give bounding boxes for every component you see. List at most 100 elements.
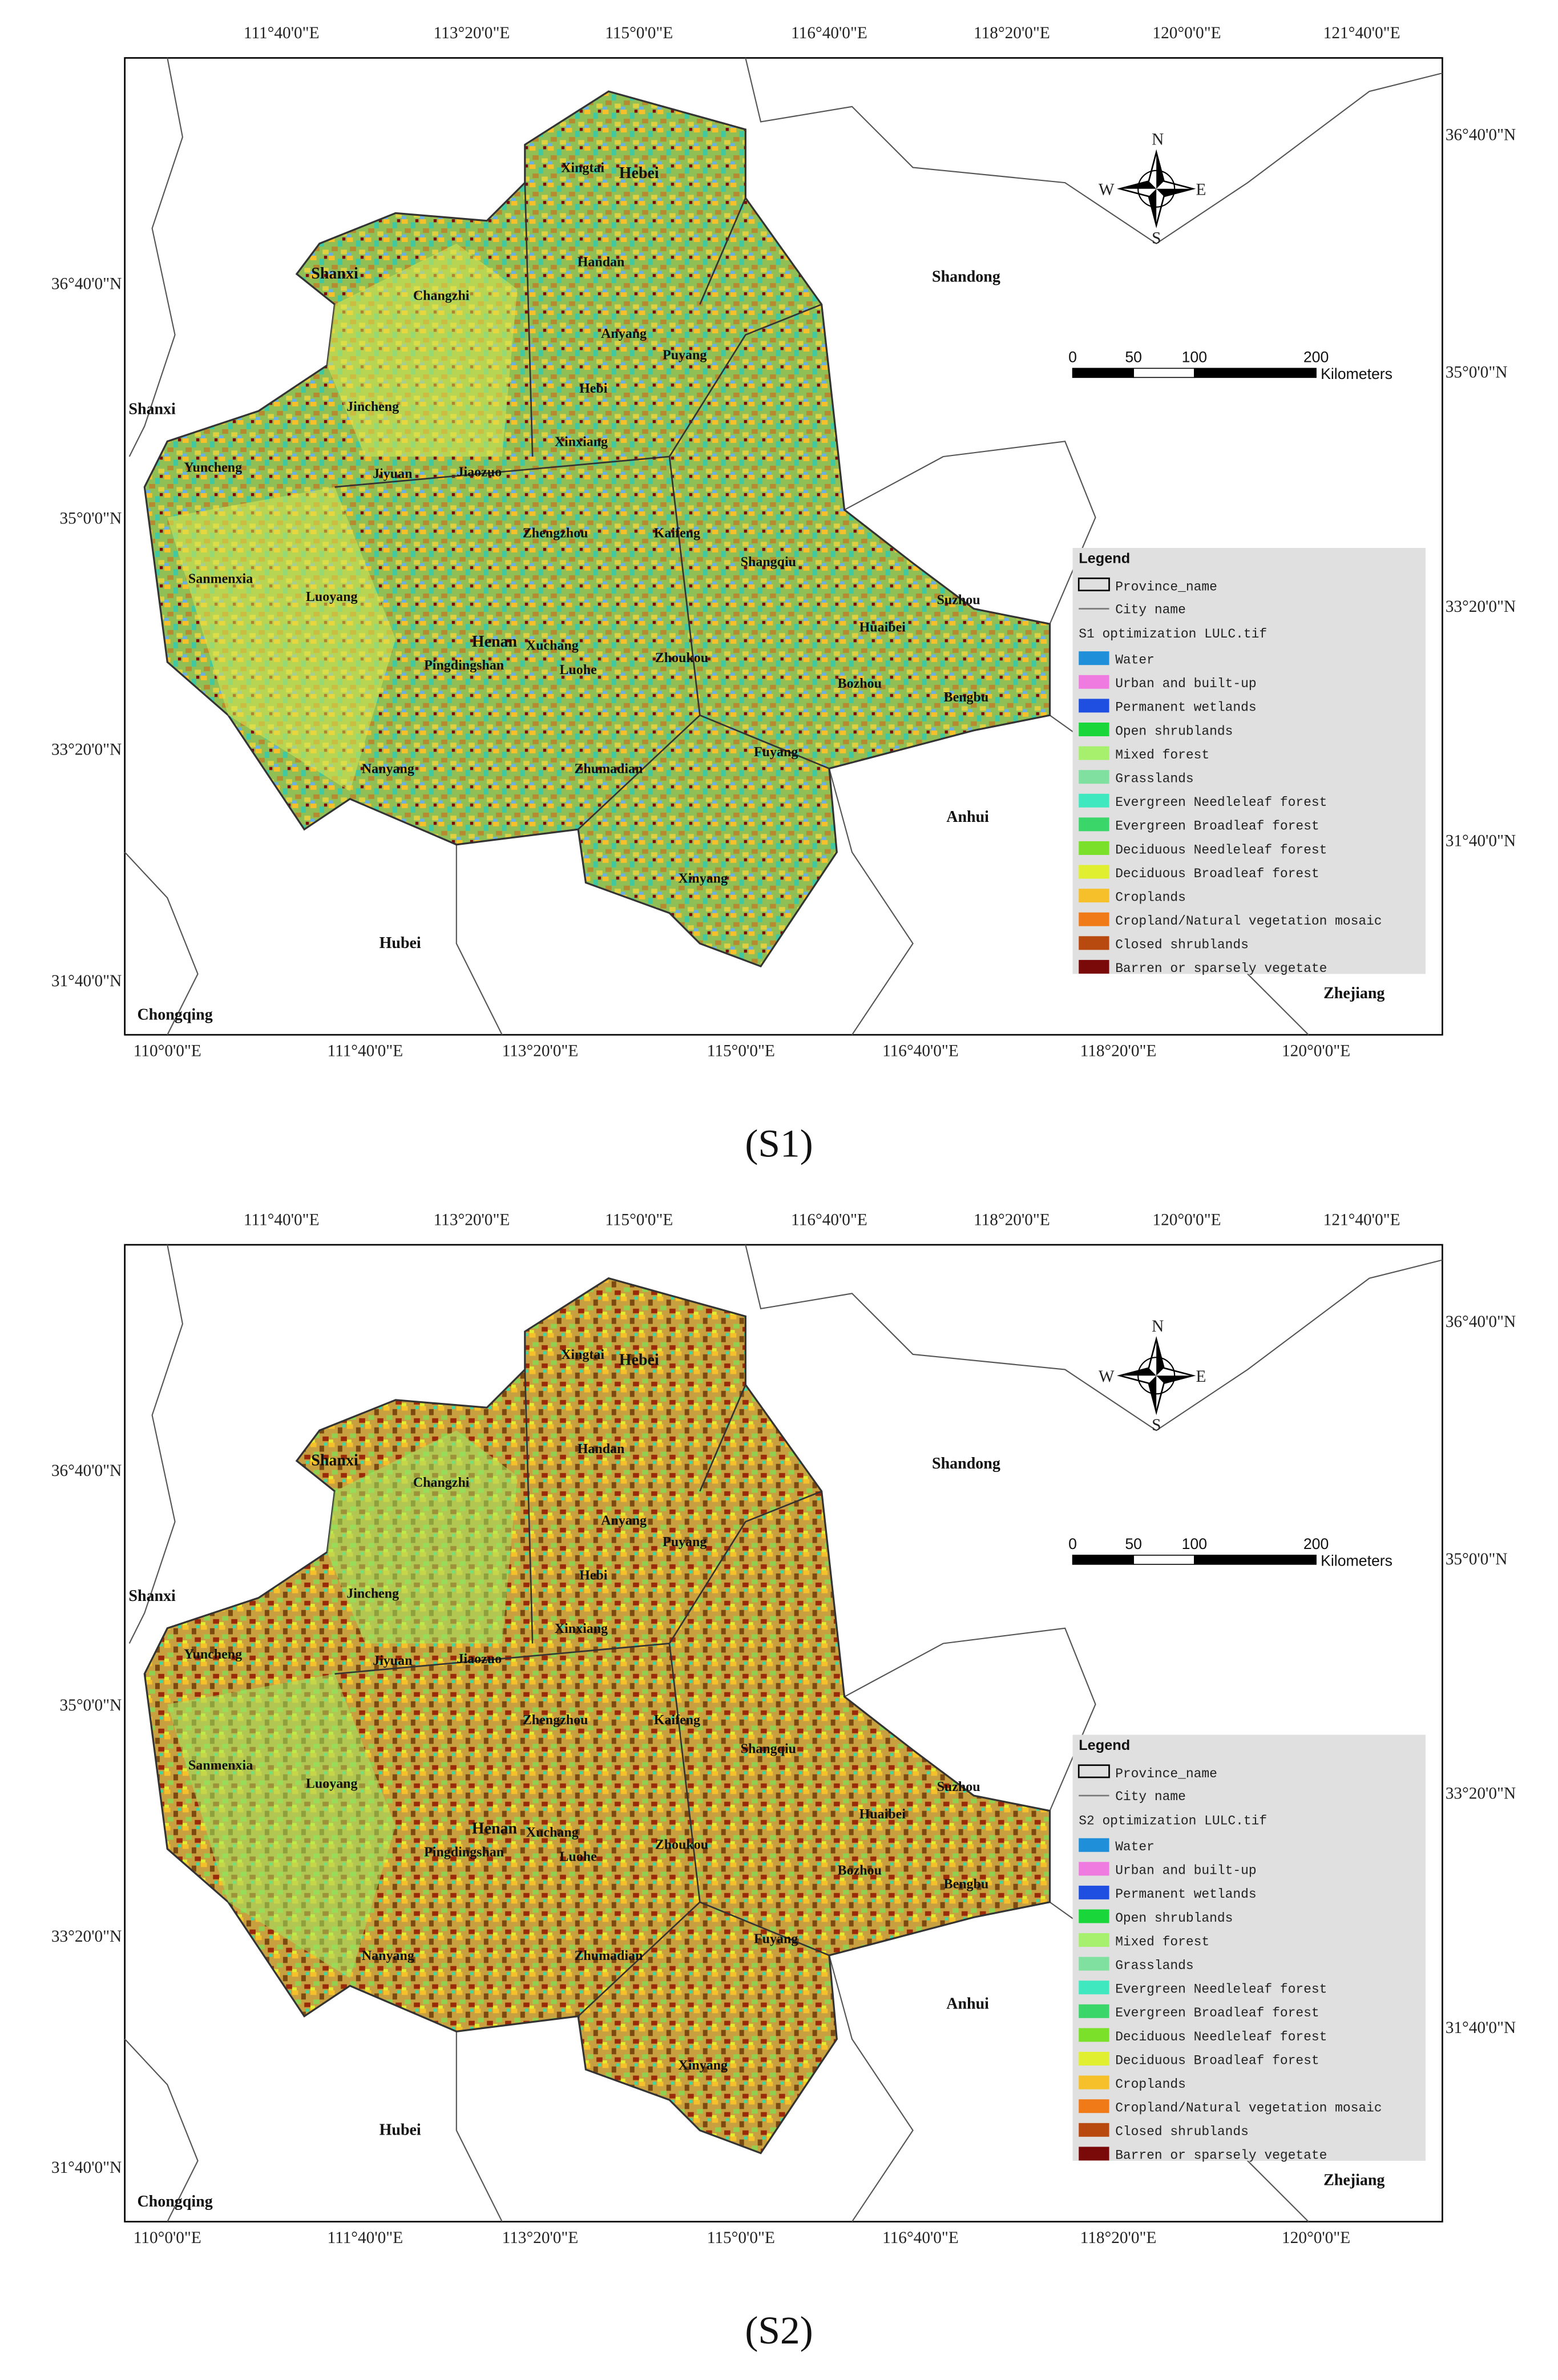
place-name: Yuncheng (184, 461, 242, 475)
compass-ring (1137, 170, 1176, 208)
legend-label: Deciduous Needleleaf forest (1115, 2030, 1327, 2044)
west-highlands (167, 1430, 518, 1978)
legend-label: Mixed forest (1115, 748, 1209, 763)
place-name: Fuyang (754, 745, 798, 760)
place-name: Jincheng (346, 400, 399, 414)
place-name: Shangqiu (741, 1741, 796, 1756)
longitude-label: 115°0'0"E (605, 24, 673, 42)
place-name: Luohe (559, 1850, 597, 1865)
place-name: Xinxiang (555, 1621, 608, 1636)
place-name: Henan (472, 1820, 518, 1838)
place-name: Fuyang (754, 1932, 798, 1947)
longitude-label: 116°40'0"E (791, 24, 867, 42)
place-name: Zhumadian (574, 1949, 643, 1963)
longitude-label: 111°40'0"E (244, 24, 320, 42)
legend-label: City name (1115, 1789, 1186, 1804)
legend-label: Permanent wetlands (1115, 700, 1256, 715)
place-name: Nanyang (362, 1949, 414, 1963)
longitude-label: 111°40'0"E (328, 2229, 403, 2247)
compass-letter: N (1152, 130, 1164, 148)
legend-swatch (1079, 817, 1109, 832)
place-name: Xinyang (678, 871, 728, 886)
place-name: Nanyang (362, 762, 414, 777)
longitude-label: 120°0'0"E (1282, 2229, 1350, 2247)
legend-label: Permanent wetlands (1115, 1887, 1256, 1902)
latitude-label: 33°20'0"N (1446, 1784, 1516, 1802)
place-name: Xuchang (526, 1825, 579, 1840)
legend-swatch (1079, 1980, 1109, 1995)
compass-rose-fill (1120, 152, 1193, 225)
longitude-label: 118°20'0"E (974, 1211, 1050, 1229)
legend-swatch (1079, 865, 1109, 879)
legend-label: Open shrublands (1115, 724, 1233, 739)
longitude-label: 118°20'0"E (1080, 1042, 1157, 1060)
longitude-label: 121°40'0"E (1323, 24, 1400, 42)
legend-swatch (1079, 1957, 1109, 1971)
legend-swatch (1079, 959, 1109, 974)
place-name: Kaifeng (654, 526, 700, 540)
latitude-label: 35°0'0"N (1446, 363, 1508, 381)
latitude-label: 35°0'0"N (60, 509, 122, 527)
place-name: Shanxi (311, 1452, 358, 1470)
legend-label: Water (1115, 1840, 1155, 1854)
legend-swatch (1079, 675, 1109, 689)
place-name: Hebei (619, 1352, 659, 1369)
legend-label: Water (1115, 653, 1155, 668)
legend-swatch (1079, 2004, 1109, 2018)
place-name: Hebei (619, 164, 659, 182)
place-name: Bengbu (944, 1877, 989, 1892)
scale-unit: Kilometers (1321, 1552, 1392, 1570)
scale-label: 200 (1303, 1535, 1329, 1552)
legend-swatch (1079, 723, 1109, 736)
legend-swatch (1079, 936, 1109, 950)
scale-label: 50 (1125, 1535, 1142, 1552)
caption: (S1) (745, 1121, 813, 1165)
compass-letter: N (1152, 1317, 1164, 1336)
place-name: Chongqing (137, 1006, 212, 1023)
legend-swatch (1079, 2052, 1109, 2066)
place-name: Shanxi (128, 400, 176, 418)
scale-segment (1072, 1555, 1134, 1565)
scale-segment (1072, 368, 1134, 378)
scale-segment (1133, 1555, 1195, 1565)
west-highlands (167, 243, 518, 792)
place-name: Zhumadian (574, 762, 643, 777)
place-name: Hubei (380, 2121, 421, 2139)
longitude-label: 111°40'0"E (328, 1042, 403, 1060)
legend-label: Closed shrublands (1115, 938, 1249, 953)
place-name: Huaibei (859, 1807, 906, 1822)
legend-swatch (1079, 1862, 1109, 1876)
longitude-label: 111°40'0"E (244, 1211, 320, 1229)
place-name: Sanmenxia (188, 571, 253, 586)
place-name: Xinyang (678, 2058, 728, 2073)
place-name: Suzhou (937, 1780, 980, 1794)
legend-layer: S2 optimization LULC.tif (1079, 1814, 1267, 1829)
compass-letter: S (1152, 229, 1161, 248)
legend-label: Deciduous Broadleaf forest (1115, 2053, 1319, 2068)
legend-swatch (1079, 651, 1109, 665)
city-borders (334, 1369, 830, 2017)
legend-label: Closed shrublands (1115, 2124, 1249, 2139)
place-name: Jiaozuo (457, 465, 502, 480)
longitude-label: 118°20'0"E (1080, 2229, 1157, 2247)
legend-swatch (1079, 1838, 1109, 1852)
latitude-label: 31°40'0"N (1446, 2019, 1516, 2037)
longitude-label: 120°0'0"E (1152, 1211, 1221, 1229)
place-name: Shandong (932, 1455, 1000, 1473)
legend-swatch (1079, 793, 1109, 808)
place-name: Zhoukou (655, 651, 708, 665)
longitude-label: 113°20'0"E (502, 2229, 579, 2247)
legend-label: Open shrublands (1115, 1911, 1233, 1926)
legend-swatch (1079, 2028, 1109, 2042)
legend-box (1072, 547, 1426, 974)
legend-swatch (1079, 889, 1109, 903)
legend-swatch (1079, 699, 1109, 713)
longitude-label: 120°0'0"E (1152, 24, 1221, 42)
place-name: Anyang (601, 1514, 647, 1528)
latitude-label: 33°20'0"N (51, 1927, 122, 1946)
scale-label: 0 (1068, 1535, 1077, 1552)
legend-label: Urban and built-up (1115, 1863, 1256, 1878)
legend-swatch (1079, 2099, 1109, 2113)
